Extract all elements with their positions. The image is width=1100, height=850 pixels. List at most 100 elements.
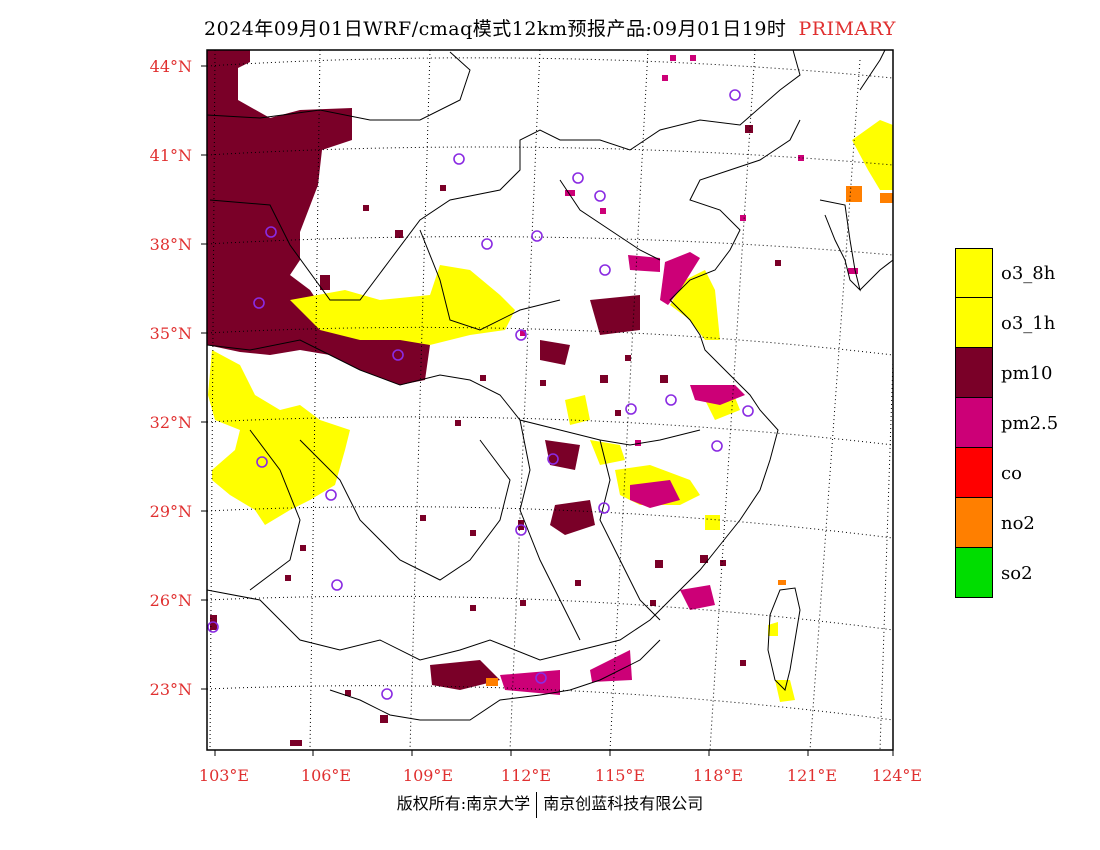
pm10-region <box>430 660 500 690</box>
legend-item-pm25: pm2.5 <box>955 398 1079 448</box>
o3-region <box>768 622 778 636</box>
legend-swatch <box>955 548 993 598</box>
lon-label: 109°E <box>403 766 453 785</box>
station-marker <box>531 230 543 242</box>
station-marker <box>381 688 393 700</box>
station-marker <box>207 621 219 633</box>
lon-label: 118°E <box>693 766 743 785</box>
legend-swatch <box>955 448 993 498</box>
lat-label: 23°N <box>150 680 192 699</box>
lon-label: 112°E <box>501 766 551 785</box>
station-marker <box>625 403 637 415</box>
no2-region <box>880 193 893 203</box>
pm25-region <box>680 585 715 610</box>
legend-label: so2 <box>1001 562 1033 584</box>
pm25-region <box>500 670 560 695</box>
scattered-cells <box>520 55 858 446</box>
pm25-region <box>660 252 700 305</box>
pm25-region <box>590 650 632 682</box>
legend-item-o3-8h: o3_8h <box>955 248 1079 298</box>
lon-label: 121°E <box>787 766 837 785</box>
lat-label: 32°N <box>150 413 192 432</box>
station-marker <box>392 349 404 361</box>
pm10-region <box>545 440 580 470</box>
station-marker <box>665 394 677 406</box>
boundaries <box>206 49 894 721</box>
pollution-field <box>207 50 893 746</box>
map-frame <box>206 49 894 751</box>
station-marker <box>256 456 268 468</box>
pm10-region <box>590 295 640 335</box>
legend-label: pm10 <box>1001 362 1053 384</box>
no2-region <box>778 580 786 585</box>
copyright-left: 版权所有:南京大学 <box>396 794 531 813</box>
station-marker <box>325 489 337 501</box>
copyright-right: 南京创蓝科技有限公司 <box>543 794 704 813</box>
lon-label: 115°E <box>595 766 645 785</box>
title-tag: PRIMARY <box>798 18 896 40</box>
tick-marks <box>201 65 894 756</box>
legend-label: co <box>1001 462 1022 484</box>
legend: o3_8h o3_1h pm10 pm2.5 co no2 so2 <box>955 248 1079 598</box>
station-marker <box>599 264 611 276</box>
legend-swatch <box>955 298 993 348</box>
legend-label: o3_1h <box>1001 312 1056 334</box>
legend-item-o3-1h: o3_1h <box>955 298 1079 348</box>
lon-axis: 103°E 106°E 109°E 112°E 115°E 118°E 121°… <box>199 766 922 785</box>
station-marker <box>711 440 723 452</box>
o3-region <box>208 350 350 525</box>
station-marker <box>515 329 527 341</box>
pm10-region <box>207 50 430 385</box>
legend-swatch <box>955 248 993 298</box>
lat-label: 44°N <box>150 57 192 76</box>
o3-region <box>705 515 720 530</box>
station-marker <box>453 153 465 165</box>
o3-region <box>590 440 625 465</box>
legend-item-pm10: pm10 <box>955 348 1079 398</box>
scattered-cells <box>285 125 781 746</box>
legend-label: no2 <box>1001 512 1035 534</box>
pm10-region <box>540 340 570 365</box>
station-marker <box>535 672 547 684</box>
lat-label: 35°N <box>150 324 192 343</box>
no2-region <box>846 186 862 202</box>
legend-swatch <box>955 498 993 548</box>
lat-axis: 44°N 41°N 38°N 35°N 32°N 29°N 26°N 23°N <box>150 57 192 699</box>
lat-label: 41°N <box>150 146 192 165</box>
pm25-region <box>628 255 660 272</box>
no2-region <box>486 678 498 686</box>
station-marker <box>331 579 343 591</box>
station-marker <box>265 226 277 238</box>
station-marker <box>598 502 610 514</box>
footer-separator <box>536 791 538 818</box>
legend-swatch <box>955 398 993 448</box>
o3-region <box>852 120 893 190</box>
station-marker <box>742 405 754 417</box>
station-marker <box>481 238 493 250</box>
legend-label: o3_8h <box>1001 262 1056 284</box>
o3-region <box>565 395 590 425</box>
lon-label: 124°E <box>872 766 922 785</box>
lat-label: 29°N <box>150 502 192 521</box>
lat-label: 26°N <box>150 591 192 610</box>
station-marker <box>572 172 584 184</box>
pm25-region <box>630 480 680 508</box>
station-markers <box>207 89 754 700</box>
station-marker <box>729 89 741 101</box>
lon-label: 106°E <box>301 766 351 785</box>
copyright-footer: 版权所有:南京大学 南京创蓝科技有限公司 <box>290 790 810 818</box>
legend-label: pm2.5 <box>1001 412 1059 434</box>
lat-label: 38°N <box>150 235 192 254</box>
lon-label: 103°E <box>199 766 249 785</box>
station-marker <box>594 190 606 202</box>
pm10-region <box>320 275 330 290</box>
title-text: 2024年09月01日WRF/cmaq模式12km预报产品:09月01日19时 <box>204 18 787 40</box>
legend-item-co: co <box>955 448 1079 498</box>
station-marker <box>547 453 559 465</box>
o3-region <box>290 265 515 345</box>
legend-item-so2: so2 <box>955 548 1079 598</box>
legend-item-no2: no2 <box>955 498 1079 548</box>
station-marker <box>515 524 527 536</box>
pm10-region <box>550 500 595 535</box>
